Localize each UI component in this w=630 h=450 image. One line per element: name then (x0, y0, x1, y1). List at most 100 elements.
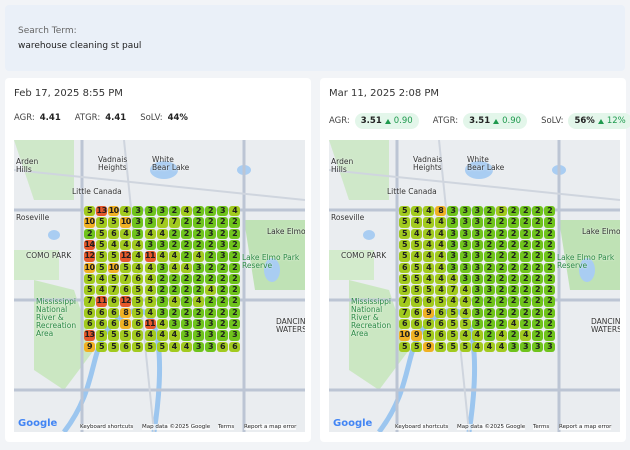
rank-cell: 2 (532, 217, 544, 228)
metric: AGR: 3.51 0.90 (329, 113, 419, 129)
rank-cell: 5 (108, 330, 120, 341)
rank-cell: 2 (495, 319, 507, 330)
rank-cell: 2 (192, 206, 204, 217)
rank-cell: 5 (399, 239, 410, 251)
map-label: DANCING WATERS (276, 317, 305, 334)
rank-cell: 2 (532, 330, 544, 341)
rank-cell: 2 (168, 273, 180, 285)
rank-cell: 5 (132, 285, 144, 296)
rank-cell: 2 (495, 285, 507, 296)
metric-pill: 3.51 0.90 (463, 113, 528, 129)
rank-cell: 2 (217, 228, 229, 239)
rank-cell: 10 (108, 206, 119, 217)
rank-cell: 2 (532, 251, 544, 262)
map-label: Little Canada (72, 187, 122, 196)
map-label: COMO PARK (341, 251, 387, 260)
rank-cell: 4 (483, 341, 495, 352)
rank-cell: 2 (544, 285, 556, 296)
rank-cell: 3 (459, 273, 471, 285)
search-label: Search Term: (18, 26, 77, 36)
rank-cell: 4 (435, 217, 447, 228)
map: Arden Hills Vadnais Heights White Bear Lak… (329, 140, 620, 432)
rank-cell: 7 (399, 296, 410, 307)
rank-cell: 3 (217, 206, 229, 217)
rank-cell: 2 (180, 217, 192, 228)
rank-cell: 7 (120, 273, 132, 285)
rank-cell: 3 (156, 206, 168, 217)
rank-cell: 4 (435, 285, 447, 296)
rank-cell: 5 (399, 228, 410, 239)
rank-cell: 2 (532, 273, 544, 285)
rank-cell: 2 (483, 228, 495, 239)
rank-cell: 4 (180, 262, 192, 273)
rank-cell: 4 (120, 228, 132, 239)
rank-cell: 4 (459, 285, 471, 296)
map-label: Vadnais Heights (98, 155, 128, 172)
rank-cell: 9 (423, 341, 435, 352)
rank-cell: 5 (447, 341, 459, 352)
rank-cell: 2 (532, 206, 544, 217)
rank-cell: 3 (447, 228, 459, 239)
map-label: Lake Elmo (267, 227, 305, 236)
rank-cell: 3 (229, 330, 241, 341)
rank-cell: 4 (156, 319, 168, 330)
rank-cell: 8 (120, 307, 132, 319)
rank-cell: 3 (471, 217, 483, 228)
metric-label: ATGR: (432, 116, 459, 126)
rank-cell: 5 (447, 330, 459, 341)
rank-cell: 6 (132, 330, 144, 341)
rank-cell: 2 (544, 239, 556, 251)
rank-cell: 2 (205, 217, 216, 228)
rank-cell: 4 (144, 273, 156, 285)
metric-value: 56% (574, 116, 595, 126)
rank-cell: 7 (156, 217, 168, 228)
rank-cell: 5 (399, 206, 410, 217)
rank-cell: 6 (108, 228, 120, 239)
rank-cell: 4 (459, 330, 471, 341)
rank-cell: 4 (132, 262, 144, 273)
rank-cell: 5 (96, 330, 108, 341)
rank-cell: 4 (471, 330, 483, 341)
rank-cell: 5 (132, 307, 144, 319)
map-label: Roseville (16, 213, 50, 222)
rank-cell: 4 (144, 228, 156, 239)
rank-cell: 10 (108, 262, 119, 273)
metric-label: SoLV: (140, 113, 163, 123)
rank-cell: 4 (132, 239, 144, 251)
rank-cell: 2 (217, 285, 229, 296)
rank-cell: 6 (84, 319, 95, 330)
rank-cell: 6 (217, 341, 229, 352)
rank-cell: 2 (520, 273, 531, 285)
rank-cell: 4 (423, 251, 435, 262)
rank-cell: 3 (156, 296, 168, 307)
rank-cell: 2 (205, 262, 216, 273)
rank-cell: 3 (156, 262, 168, 273)
rank-cell: 3 (471, 239, 483, 251)
rank-cell: 4 (180, 341, 192, 352)
rank-cell: 4 (192, 251, 204, 262)
search-term: warehouse cleaning st paul (18, 41, 142, 51)
metric: ATGR: 4.41 (75, 113, 126, 123)
rank-cell: 2 (156, 285, 168, 296)
rank-cell: 5 (96, 228, 108, 239)
rank-cell: 3 (168, 319, 180, 330)
rank-cell: 5 (399, 273, 410, 285)
rank-cell: 4 (495, 341, 507, 352)
rank-cell: 2 (532, 296, 544, 307)
rank-cell: 7 (447, 285, 459, 296)
rank-cell: 6 (399, 319, 410, 330)
rank-cell: 3 (520, 341, 531, 352)
rank-cell: 2 (168, 228, 180, 239)
rank-cell: 3 (192, 319, 204, 330)
rank-cell: 5 (399, 341, 410, 352)
rank-cell: 3 (459, 206, 471, 217)
rank-cell: 3 (192, 262, 204, 273)
metric-label: AGR: (329, 116, 350, 126)
rank-cell: 2 (217, 273, 229, 285)
rank-cell: 4 (96, 285, 108, 296)
rank-cell: 2 (495, 251, 507, 262)
rank-cell: 3 (217, 239, 229, 251)
rank-cell: 2 (507, 206, 519, 217)
rank-cell: 7 (84, 296, 95, 307)
rank-cell: 5 (423, 285, 435, 296)
